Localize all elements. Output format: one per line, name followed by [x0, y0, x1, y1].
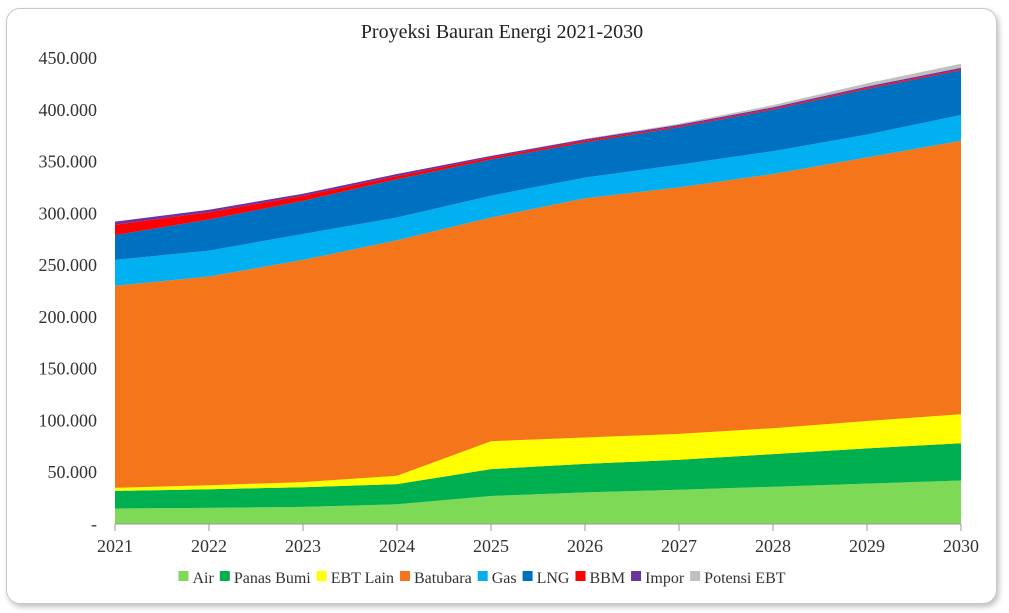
legend-label: EBT Lain: [331, 570, 394, 587]
y-tick-label: 350.000: [39, 152, 98, 172]
y-tick-label: 150.000: [39, 359, 98, 379]
area-air: [115, 480, 961, 524]
stacked-areas: [115, 63, 961, 524]
legend-label: Potensi EBT: [704, 570, 786, 587]
legend-label: LNG: [537, 570, 570, 587]
axes: 2021 2022 2023 2024 2025 2026 2027 2028 2029 2030…: [39, 48, 980, 556]
legend-label: Panas Bumi: [234, 570, 311, 587]
legend-swatch-impor: [631, 571, 642, 581]
legend: Air Panas Bumi EBT Lain Batubara Gas LNG BBM Im…: [178, 570, 786, 587]
area-panas-bumi: [115, 443, 961, 509]
y-tick-label: -: [91, 514, 97, 534]
y-tick-label: 100.000: [39, 410, 98, 430]
chart-title: Proyeksi Bauran Energi 2021-2030: [361, 21, 643, 43]
x-tick-label: 2028: [755, 536, 791, 556]
legend-label: Gas: [492, 570, 517, 587]
area-gas: [115, 115, 961, 286]
legend-label: Impor: [645, 570, 685, 587]
legend-label: BBM: [589, 570, 625, 587]
area-batubara: [115, 140, 961, 488]
legend-swatch-ebt-lain: [316, 571, 327, 581]
x-tick-label: 2026: [567, 536, 603, 556]
area-lng: [115, 70, 961, 260]
legend-swatch-lng: [522, 571, 533, 581]
x-tick-label: 2025: [473, 536, 509, 556]
y-tick-label: 300.000: [39, 203, 98, 223]
legend-swatch-gas: [477, 571, 488, 581]
x-tick-label: 2024: [379, 536, 415, 556]
legend-swatch-batubara: [399, 571, 410, 581]
x-tick-label: 2023: [285, 536, 321, 556]
y-tick-label: 400.000: [39, 100, 98, 120]
legend-label: Air: [192, 570, 214, 587]
legend-swatch-potensi-ebt: [690, 571, 701, 581]
area-ebt-lain: [115, 414, 961, 491]
x-tick-label: 2022: [191, 536, 227, 556]
legend-swatch-bbm: [575, 571, 586, 581]
x-tick-label: 2027: [661, 536, 697, 556]
y-tick-label: 200.000: [39, 307, 98, 327]
x-tick-label: 2021: [97, 536, 133, 556]
y-tick-label: 50.000: [48, 462, 98, 482]
x-tick-label: 2029: [849, 536, 885, 556]
legend-label: Batubara: [414, 570, 472, 587]
y-tick-label: 450.000: [39, 48, 98, 68]
legend-swatch-panas-bumi: [219, 571, 230, 581]
legend-swatch-air: [178, 571, 189, 581]
y-tick-label: 250.000: [39, 255, 98, 275]
area-bbm: [115, 69, 961, 236]
x-tick-label: 2030: [943, 536, 979, 556]
